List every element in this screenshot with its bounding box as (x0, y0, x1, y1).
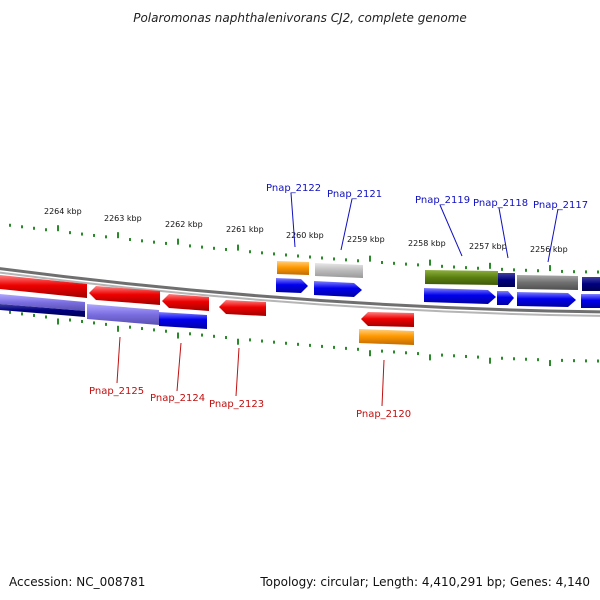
upper-scale-ticks (9, 223, 599, 274)
kbp-label: 2262 kbp (165, 220, 203, 229)
kbp-label: 2257 kbp (469, 242, 507, 251)
upper-features (277, 261, 600, 291)
gene-label-pnap-2119[interactable]: Pnap_2119 (415, 195, 470, 206)
gene-label-pnap-2124[interactable]: Pnap_2124 (150, 393, 205, 404)
gene-arrow-reverse[interactable] (219, 300, 266, 316)
kbp-label: 2258 kbp (408, 239, 446, 248)
gene-label-pnap-2121[interactable]: Pnap_2121 (327, 189, 382, 200)
gene-feature[interactable] (159, 312, 207, 329)
gene-arrow-forward[interactable] (314, 281, 362, 297)
forward-genes (276, 278, 600, 308)
kbp-label: 2259 kbp (347, 235, 385, 244)
kbp-label: 2263 kbp (104, 214, 142, 223)
accession-text: Accession: NC_008781 (9, 575, 145, 589)
gene-label-pnap-2122[interactable]: Pnap_2122 (266, 183, 321, 194)
gene-arrow-forward[interactable] (517, 292, 576, 307)
gene-feature[interactable] (0, 304, 85, 317)
leader-lines (116, 192, 559, 407)
gene-feature[interactable] (87, 304, 159, 325)
gene-arrow-reverse[interactable] (361, 312, 414, 327)
gene-feature[interactable] (517, 275, 578, 290)
gene-feature[interactable] (315, 263, 363, 278)
kbp-label: 2260 kbp (286, 231, 324, 240)
genome-backbone (0, 267, 600, 317)
kbp-label: 2264 kbp (44, 207, 82, 216)
gene-arrow-forward[interactable] (424, 288, 496, 304)
lower-scale-ticks (9, 310, 599, 367)
gene-label-pnap-2120[interactable]: Pnap_2120 (356, 409, 411, 420)
gene-arrow-forward[interactable] (581, 294, 600, 308)
rna-feature[interactable] (277, 261, 309, 275)
gene-labels: Pnap_2122 Pnap_2121 Pnap_2119 Pnap_2118 … (89, 183, 588, 420)
gene-label-pnap-2117[interactable]: Pnap_2117 (533, 200, 588, 211)
gene-arrow-forward[interactable] (497, 291, 514, 305)
kbp-label: 2261 kbp (226, 225, 264, 234)
reverse-genes (0, 275, 414, 345)
gene-arrow-reverse[interactable] (0, 275, 87, 298)
kbp-labels: 2264 kbp 2263 kbp 2262 kbp 2261 kbp 2260… (44, 207, 568, 254)
gene-arrow-reverse[interactable] (162, 294, 209, 311)
gene-feature[interactable] (0, 294, 85, 311)
gene-label-pnap-2118[interactable]: Pnap_2118 (473, 198, 528, 209)
gene-label-pnap-2123[interactable]: Pnap_2123 (209, 399, 264, 410)
gene-arrow-reverse[interactable] (89, 286, 160, 305)
kbp-label: 2256 kbp (530, 245, 568, 254)
gene-arrow-forward[interactable] (276, 278, 308, 293)
gene-label-pnap-2125[interactable]: Pnap_2125 (89, 386, 144, 397)
gene-feature[interactable] (498, 273, 515, 287)
genome-summary-text: Topology: circular; Length: 4,410,291 bp… (259, 575, 590, 589)
gene-feature[interactable] (425, 270, 498, 285)
rna-feature[interactable] (359, 329, 414, 345)
gene-feature[interactable] (582, 277, 600, 291)
genome-title: Polaromonas naphthalenivorans CJ2, compl… (133, 11, 467, 25)
